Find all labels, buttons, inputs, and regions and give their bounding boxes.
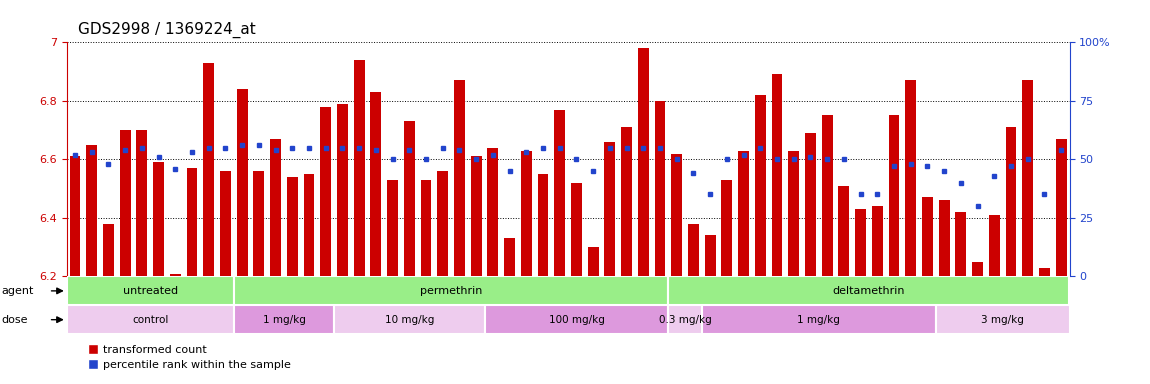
Bar bbox=[938, 200, 950, 276]
Text: GDS2998 / 1369224_at: GDS2998 / 1369224_at bbox=[78, 22, 256, 38]
Bar bbox=[170, 273, 181, 276]
Bar bbox=[1056, 139, 1066, 276]
Bar bbox=[286, 177, 298, 276]
Bar bbox=[233, 305, 335, 334]
Bar bbox=[437, 171, 448, 276]
Bar bbox=[220, 171, 231, 276]
Text: 100 mg/kg: 100 mg/kg bbox=[549, 314, 605, 325]
Bar bbox=[1038, 268, 1050, 276]
Bar bbox=[688, 224, 699, 276]
Bar bbox=[605, 142, 615, 276]
Bar bbox=[772, 74, 782, 276]
Bar bbox=[788, 151, 799, 276]
Bar bbox=[805, 133, 815, 276]
Bar bbox=[153, 162, 164, 276]
Bar bbox=[404, 121, 415, 276]
Text: permethrin: permethrin bbox=[420, 286, 482, 296]
Bar bbox=[186, 168, 198, 276]
Bar bbox=[702, 305, 936, 334]
Bar bbox=[67, 305, 233, 334]
Bar bbox=[554, 109, 565, 276]
Bar bbox=[572, 183, 582, 276]
Legend: transformed count, percentile rank within the sample: transformed count, percentile rank withi… bbox=[84, 340, 294, 375]
Text: 3 mg/kg: 3 mg/kg bbox=[981, 314, 1025, 325]
Bar bbox=[370, 92, 382, 276]
Bar bbox=[972, 262, 983, 276]
Bar bbox=[321, 107, 331, 276]
Bar bbox=[738, 151, 749, 276]
Bar bbox=[856, 209, 866, 276]
Bar bbox=[421, 180, 431, 276]
Bar bbox=[488, 148, 498, 276]
Bar bbox=[638, 48, 649, 276]
Bar bbox=[70, 156, 80, 276]
Text: 1 mg/kg: 1 mg/kg bbox=[797, 314, 841, 325]
Bar bbox=[989, 215, 999, 276]
Bar bbox=[754, 95, 766, 276]
Bar bbox=[668, 305, 702, 334]
Bar bbox=[237, 89, 247, 276]
Bar bbox=[705, 235, 715, 276]
Bar bbox=[936, 305, 1070, 334]
Bar bbox=[67, 276, 233, 305]
Bar bbox=[454, 80, 465, 276]
Text: deltamethrin: deltamethrin bbox=[833, 286, 905, 296]
Bar bbox=[1005, 127, 1017, 276]
Bar bbox=[204, 63, 214, 276]
Text: 0.3 mg/kg: 0.3 mg/kg bbox=[659, 314, 712, 325]
Bar bbox=[956, 212, 966, 276]
Text: control: control bbox=[132, 314, 168, 325]
Bar bbox=[822, 116, 833, 276]
Bar bbox=[120, 130, 131, 276]
Bar bbox=[521, 151, 531, 276]
Bar bbox=[335, 305, 484, 334]
Bar bbox=[905, 80, 917, 276]
Text: dose: dose bbox=[1, 314, 28, 325]
Bar bbox=[872, 206, 883, 276]
Bar bbox=[233, 276, 668, 305]
Bar bbox=[668, 276, 1070, 305]
Bar bbox=[889, 116, 899, 276]
Bar bbox=[922, 197, 933, 276]
Bar bbox=[470, 156, 482, 276]
Bar bbox=[654, 101, 666, 276]
Bar bbox=[838, 186, 850, 276]
Bar bbox=[137, 130, 147, 276]
Bar bbox=[354, 60, 365, 276]
Bar bbox=[484, 305, 668, 334]
Bar bbox=[86, 145, 98, 276]
Text: agent: agent bbox=[1, 286, 33, 296]
Bar bbox=[621, 127, 632, 276]
Bar bbox=[304, 174, 314, 276]
Bar bbox=[104, 224, 114, 276]
Bar bbox=[504, 238, 515, 276]
Text: untreated: untreated bbox=[123, 286, 178, 296]
Bar bbox=[388, 180, 398, 276]
Text: 1 mg/kg: 1 mg/kg bbox=[262, 314, 306, 325]
Bar bbox=[537, 174, 549, 276]
Bar bbox=[270, 139, 281, 276]
Bar bbox=[721, 180, 733, 276]
Bar bbox=[1022, 80, 1033, 276]
Bar bbox=[253, 171, 264, 276]
Bar bbox=[337, 104, 348, 276]
Bar bbox=[588, 247, 599, 276]
Text: 10 mg/kg: 10 mg/kg bbox=[384, 314, 434, 325]
Bar bbox=[672, 154, 682, 276]
